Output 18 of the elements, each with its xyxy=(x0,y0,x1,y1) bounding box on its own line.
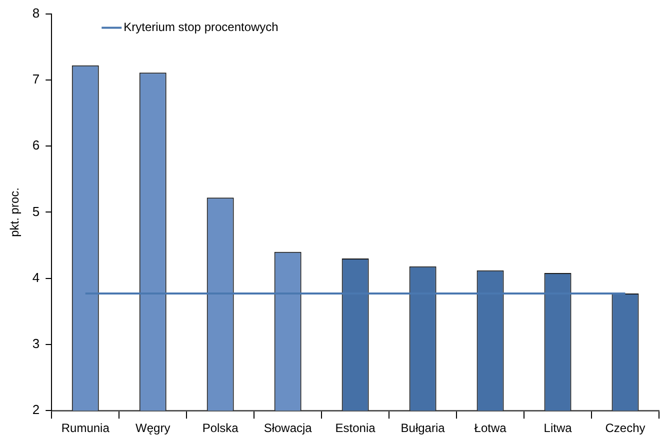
x-tick-label: Węgry xyxy=(136,421,170,436)
y-tick-label: 4 xyxy=(32,270,40,285)
y-axis-title: pkt. proc. xyxy=(8,188,22,237)
x-tick-label: Czechy xyxy=(605,421,646,436)
y-tick-label: 5 xyxy=(32,204,40,219)
legend-label: Kryterium stop procentowych xyxy=(124,20,278,34)
x-tick-label: Litwa xyxy=(544,421,572,436)
y-tick-label: 3 xyxy=(32,336,40,352)
x-tick-label: Słowacja xyxy=(264,421,312,436)
x-tick-label: Rumunia xyxy=(61,421,110,436)
x-tick-label: Polska xyxy=(202,421,239,436)
y-tick-label: 2 xyxy=(32,402,40,418)
y-tick-label: 6 xyxy=(32,138,40,153)
y-tick-label: 7 xyxy=(32,72,40,87)
x-tick-label: Łotwa xyxy=(474,421,507,436)
x-tick-label: Bułgaria xyxy=(400,421,446,436)
y-tick-label: 8 xyxy=(32,5,40,20)
x-tick-label: Estonia xyxy=(335,421,376,436)
